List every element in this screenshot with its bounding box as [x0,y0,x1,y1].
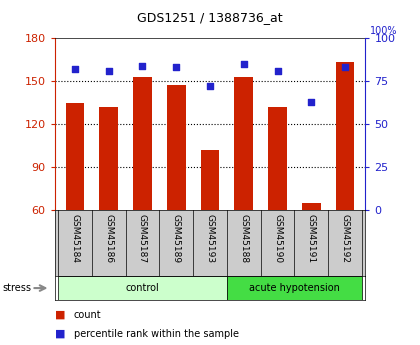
Text: GDS1251 / 1388736_at: GDS1251 / 1388736_at [137,11,283,24]
Point [207,83,213,89]
Text: GSM45184: GSM45184 [71,214,79,263]
Point [342,65,349,70]
Text: GSM45191: GSM45191 [307,214,316,263]
Text: GSM45189: GSM45189 [172,214,181,263]
Bar [201,150,219,210]
Bar [302,203,320,210]
Text: GSM45192: GSM45192 [341,214,349,263]
Text: GSM45186: GSM45186 [104,214,113,263]
Bar [100,107,118,210]
Text: control: control [126,283,159,293]
Text: GSM45190: GSM45190 [273,214,282,263]
Bar [227,276,362,300]
Text: ■: ■ [55,329,65,339]
Bar [336,62,354,210]
Point [274,68,281,73]
Bar [66,103,84,210]
Text: ■: ■ [55,310,65,320]
Text: 100%: 100% [370,26,397,36]
Text: count: count [74,310,101,320]
Point [173,65,180,70]
Bar [268,107,287,210]
Point [105,68,112,73]
Text: GSM45193: GSM45193 [205,214,215,263]
Text: GSM45187: GSM45187 [138,214,147,263]
Point [308,99,315,105]
Text: percentile rank within the sample: percentile rank within the sample [74,329,239,339]
Text: GSM45188: GSM45188 [239,214,248,263]
Bar [234,77,253,210]
Bar [167,85,186,210]
Point [139,63,146,68]
Text: stress: stress [2,283,31,293]
Text: acute hypotension: acute hypotension [249,283,340,293]
Point [71,66,78,72]
Point [240,61,247,67]
Bar [133,77,152,210]
Bar [58,276,227,300]
